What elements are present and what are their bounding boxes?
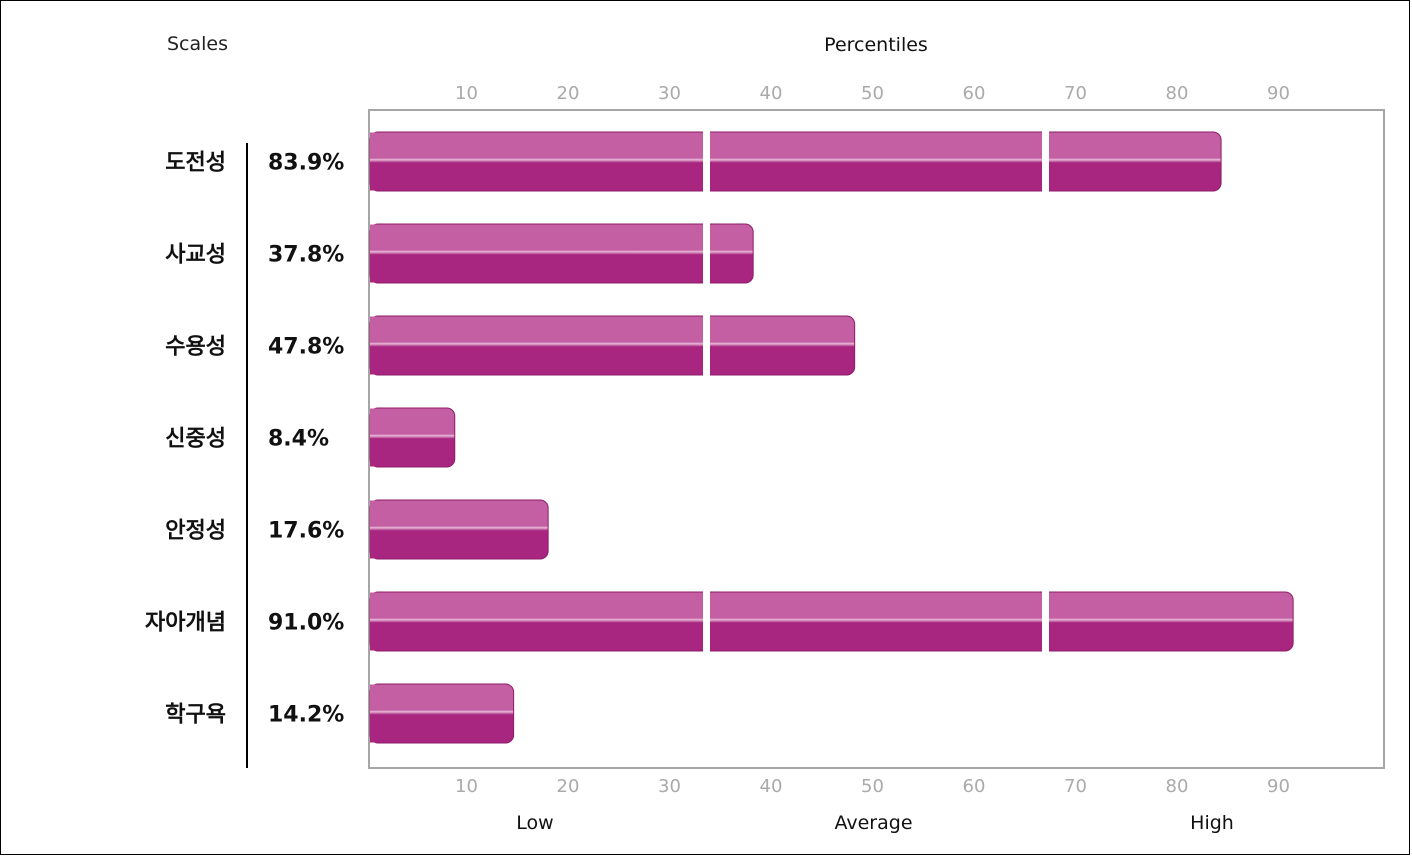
band-divider [703, 111, 710, 767]
bar [369, 499, 549, 560]
value-label: 47.8% [268, 335, 344, 360]
bar-left-edge [370, 408, 380, 467]
top-tick-label: 10 [455, 83, 478, 104]
top-tick-label: 70 [1064, 83, 1087, 104]
scales-header: Scales [167, 33, 229, 55]
bar-left-edge [370, 224, 380, 283]
chart-title: Percentiles [824, 34, 928, 56]
bar-left-edge [370, 132, 380, 191]
top-tick-label: 60 [963, 83, 986, 104]
top-tick-label: 30 [658, 83, 681, 104]
bottom-tick-label: 40 [760, 776, 783, 797]
band-label: High [1190, 812, 1234, 834]
scale-label: 신중성 [165, 427, 226, 452]
top-tick-label: 50 [861, 83, 884, 104]
value-label: 91.0% [268, 611, 344, 636]
band-label: Average [834, 812, 912, 834]
value-label: 83.9% [268, 151, 344, 176]
bottom-tick-label: 30 [658, 776, 681, 797]
value-label: 37.8% [268, 243, 344, 268]
bar-left-edge [370, 684, 380, 743]
scale-label: 안정성 [165, 519, 226, 544]
bar [369, 131, 1222, 192]
top-tick-label: 20 [557, 83, 580, 104]
bar [369, 683, 515, 744]
scale-label: 수용성 [165, 335, 226, 360]
bar-left-edge [370, 592, 380, 651]
band-divider [1042, 111, 1049, 767]
scale-label: 자아개념 [145, 611, 226, 636]
bottom-tick-label: 60 [963, 776, 986, 797]
top-tick-label: 90 [1267, 83, 1290, 104]
value-label: 14.2% [268, 703, 344, 728]
bar-left-edge [370, 316, 380, 375]
bottom-tick-label: 20 [557, 776, 580, 797]
bottom-tick-label: 10 [455, 776, 478, 797]
scale-label: 학구욕 [165, 703, 226, 728]
top-tick-label: 40 [760, 83, 783, 104]
bar [369, 407, 456, 468]
band-label: Low [516, 812, 553, 834]
bar [369, 315, 856, 376]
value-label: 17.6% [268, 519, 344, 544]
top-tick-label: 80 [1166, 83, 1189, 104]
bottom-tick-label: 90 [1267, 776, 1290, 797]
bottom-tick-label: 70 [1064, 776, 1087, 797]
scale-label: 사교성 [165, 243, 226, 268]
scale-label: 도전성 [165, 151, 226, 176]
plot-frame [368, 109, 1385, 769]
bar-left-edge [370, 500, 380, 559]
bar [369, 591, 1294, 652]
bar [369, 223, 754, 284]
bottom-tick-label: 80 [1166, 776, 1189, 797]
value-label: 8.4% [268, 427, 329, 452]
bottom-tick-label: 50 [861, 776, 884, 797]
